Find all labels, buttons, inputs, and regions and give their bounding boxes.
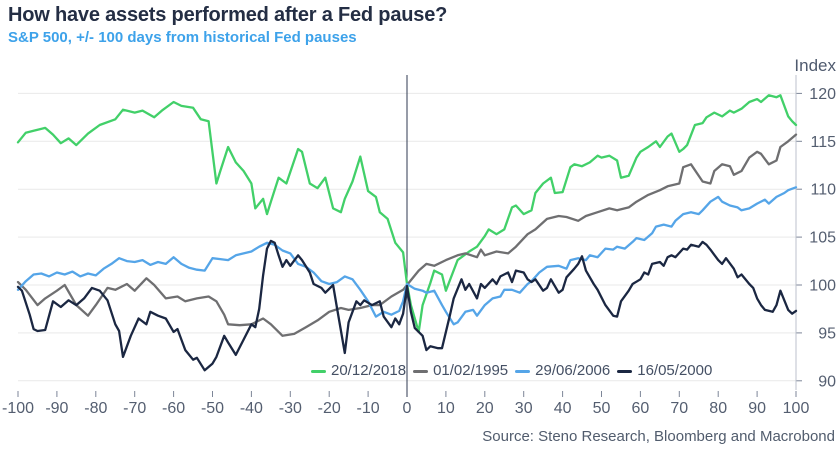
legend-label: 01/02/1995: [433, 362, 509, 379]
x-tick-label: -70: [123, 400, 146, 417]
y-tick-label: 120: [809, 86, 836, 103]
chart-subtitle: S&P 500, +/- 100 days from historical Fe…: [8, 29, 357, 46]
y-tick-label: 110: [810, 182, 836, 199]
x-tick-label: -20: [318, 400, 341, 417]
series-line-01-02-1995: [16, 133, 798, 337]
y-axis-unit-label: Index: [794, 56, 836, 75]
series-line-29-06-2006: [16, 186, 798, 326]
legend-label: 20/12/2018: [331, 362, 407, 379]
x-tick-label: -60: [162, 400, 185, 417]
y-tick-label: 95: [818, 325, 836, 342]
legend-item-01-02-1995: 01/02/1995: [413, 362, 509, 380]
legend-item-29-06-2006: 29/06/2006: [515, 362, 611, 380]
y-tick-label: 105: [809, 230, 836, 247]
x-tick-label: 90: [748, 400, 766, 417]
x-tick-label: -90: [45, 400, 68, 417]
x-tick-label: 0: [403, 400, 412, 417]
source-attribution: Source: Steno Research, Bloomberg and Ma…: [482, 428, 835, 445]
legend-swatch-icon: [515, 369, 531, 373]
x-tick-label: 40: [554, 400, 572, 417]
x-tick-label: 10: [437, 400, 455, 417]
x-tick-label: -10: [357, 400, 380, 417]
series-line-16-05-2000: [16, 239, 798, 372]
x-tick-label: 80: [709, 400, 727, 417]
y-tick-label: 115: [810, 134, 836, 151]
legend-swatch-icon: [617, 369, 633, 373]
x-tick-label: 30: [515, 400, 533, 417]
legend-item-16-05-2000: 16/05/2000: [617, 362, 713, 380]
x-tick-label: 20: [476, 400, 494, 417]
x-tick-label: -100: [2, 400, 34, 417]
x-tick-label: 60: [632, 400, 650, 417]
chart-legend: 20/12/2018 01/02/1995 29/06/2006 16/05/2…: [311, 362, 713, 380]
legend-item-20-12-2018: 20/12/2018: [311, 362, 407, 380]
x-tick-label: 50: [593, 400, 611, 417]
x-tick-label: -50: [201, 400, 224, 417]
y-tick-label: 100: [809, 278, 836, 295]
x-tick-label: -30: [279, 400, 302, 417]
series-line-20-12-2018: [16, 94, 798, 334]
legend-swatch-icon: [311, 369, 326, 373]
x-tick-label: 70: [670, 400, 688, 417]
page-title: How have assets performed after a Fed pa…: [8, 4, 448, 26]
x-tick-label: -80: [84, 400, 107, 417]
x-tick-label: -40: [240, 400, 263, 417]
x-tick-label: 100: [783, 400, 810, 417]
legend-label: 29/06/2006: [535, 362, 611, 379]
legend-label: 16/05/2000: [637, 362, 713, 379]
legend-swatch-icon: [413, 369, 429, 373]
y-tick-label: 90: [818, 373, 836, 390]
